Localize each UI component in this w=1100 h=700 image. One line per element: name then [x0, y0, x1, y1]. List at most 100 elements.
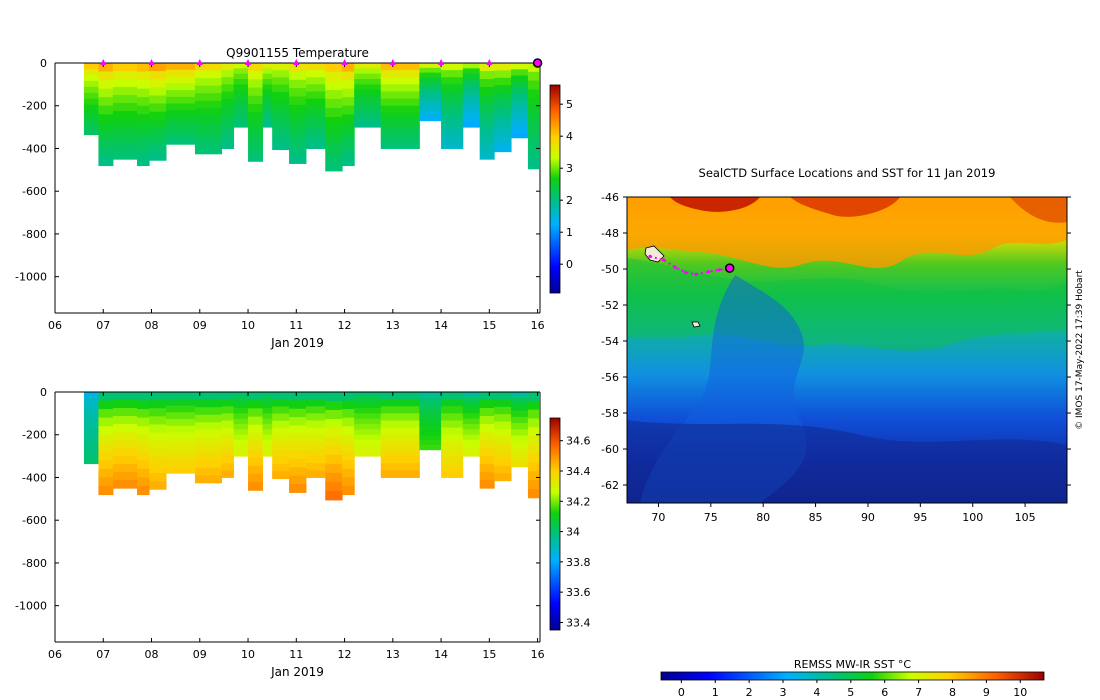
- profile-cell: [462, 63, 481, 69]
- profile-cell: [494, 443, 512, 452]
- profile-cell: [462, 424, 481, 430]
- profile-column: [342, 392, 355, 496]
- profile-cell: [479, 119, 495, 128]
- profile-cell: [98, 400, 114, 410]
- profile-cell: [248, 87, 264, 97]
- profile-cell: [441, 91, 464, 100]
- profile-cell: [98, 426, 114, 436]
- profile-cell: [262, 95, 273, 101]
- x-tick-label: 16: [531, 648, 545, 661]
- profile-cell: [494, 465, 512, 474]
- profile-cell: [83, 80, 99, 88]
- profile-cell: [325, 481, 343, 492]
- profile-cell: [511, 75, 529, 83]
- profile-cell: [98, 139, 114, 149]
- profile-cell: [441, 427, 464, 436]
- profile-cell: [441, 98, 464, 107]
- profile-cell: [342, 88, 355, 98]
- profile-cell: [289, 417, 307, 426]
- profile-cell: [137, 486, 150, 496]
- y-tick-label: 0: [40, 57, 47, 70]
- sst-colorbar-tick-label: 9: [983, 686, 990, 699]
- profile-cell: [194, 78, 222, 87]
- track-point: [717, 268, 721, 272]
- profile-cell: [354, 89, 382, 96]
- profile-cell: [112, 111, 138, 120]
- profile-cell: [305, 84, 326, 92]
- profile-cell: [441, 406, 464, 414]
- profile-cell: [441, 441, 464, 450]
- profile-cell: [194, 414, 222, 423]
- profile-cell: [289, 484, 307, 493]
- profile-column: [248, 63, 264, 162]
- profile-cell: [248, 473, 264, 483]
- profile-cell: [419, 440, 442, 446]
- profile-cell: [354, 111, 382, 117]
- profile-cell: [165, 103, 196, 111]
- profile-cell: [479, 143, 495, 152]
- colorbar-tick-label: 33.4: [566, 616, 591, 629]
- profile-cell: [272, 106, 290, 114]
- profile-cell: [233, 121, 249, 128]
- profile-cell: [221, 98, 235, 107]
- profile-cell: [83, 409, 99, 417]
- profile-cell: [305, 456, 326, 464]
- profile-cell: [342, 400, 355, 410]
- profile-cell: [479, 480, 495, 489]
- sst-colorbar-tick-label: 7: [915, 686, 922, 699]
- profile-cell: [380, 456, 420, 464]
- profile-cell: [354, 392, 382, 398]
- profile-cell: [305, 470, 326, 478]
- profile-cell: [494, 136, 512, 145]
- profile-cell: [479, 424, 495, 433]
- profile-cell: [527, 436, 540, 446]
- profile-cell: [441, 456, 464, 464]
- sst-cold-south: [627, 420, 1067, 503]
- profile-cell: [441, 70, 464, 78]
- profile-cell: [262, 397, 273, 404]
- profile-cell: [137, 477, 150, 487]
- profile-cell: [462, 121, 481, 128]
- profile-cell: [342, 157, 355, 167]
- profile-cell: [354, 434, 382, 441]
- profile-cell: [194, 437, 222, 446]
- profile-cell: [479, 408, 495, 417]
- colorbar-tick-label: 34.4: [566, 465, 591, 478]
- profile-cell: [112, 79, 138, 88]
- profile-cell: [527, 89, 540, 99]
- profile-column: [462, 392, 481, 457]
- profile-cell: [272, 464, 290, 472]
- profile-cell: [511, 63, 529, 70]
- profile-cell: [149, 135, 167, 145]
- profile-cell: [194, 422, 222, 431]
- profile-column: [511, 392, 529, 468]
- profile-cell: [325, 463, 343, 474]
- sst-hot-patch: [790, 197, 900, 217]
- profile-cell: [494, 85, 512, 94]
- profile-cell: [149, 448, 167, 458]
- y-tick-label: -58: [601, 407, 619, 420]
- profile-cell: [511, 100, 529, 108]
- profile-cell: [289, 121, 307, 131]
- profile-cell: [83, 104, 99, 112]
- profile-cell: [262, 116, 273, 123]
- profile-cell: [354, 105, 382, 112]
- profile-cell: [325, 472, 343, 483]
- profile-cell: [83, 403, 99, 411]
- profile-column: [83, 392, 99, 465]
- profile-cell: [325, 454, 343, 465]
- profile-cell: [289, 400, 307, 410]
- x-tick-label: 14: [434, 648, 448, 661]
- profile-cell: [112, 151, 138, 160]
- profile-cell: [272, 77, 290, 86]
- profile-cell: [98, 97, 114, 107]
- profile-cell: [380, 119, 420, 128]
- profile-cell: [354, 68, 382, 75]
- y-tick-label: -1000: [15, 271, 47, 284]
- profile-cell: [165, 76, 196, 84]
- profile-cell: [419, 96, 442, 102]
- profile-cell: [380, 91, 420, 100]
- profile-cell: [479, 448, 495, 457]
- sst-hot-patch: [1010, 197, 1067, 223]
- profile-cell: [380, 84, 420, 92]
